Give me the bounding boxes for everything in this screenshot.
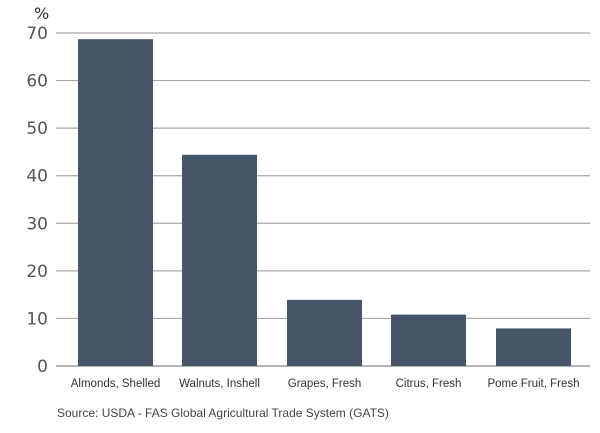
y-axis-unit-label: %	[34, 4, 49, 23]
y-tick-label: 70	[26, 24, 48, 44]
x-category-label: Walnuts, Inshell	[179, 378, 260, 390]
bar	[287, 299, 362, 366]
bar	[391, 314, 466, 366]
bar	[182, 154, 257, 366]
x-category-label: Citrus, Fresh	[396, 378, 462, 390]
y-tick-label: 50	[26, 119, 48, 139]
y-tick-label: 0	[37, 357, 48, 377]
x-category-label: Pome Fruit, Fresh	[487, 378, 579, 390]
bar	[78, 39, 153, 366]
bar	[496, 328, 571, 366]
y-tick-label: 40	[26, 167, 48, 187]
y-tick-label: 10	[26, 309, 48, 329]
y-tick-label: 60	[26, 72, 48, 92]
x-category-label: Grapes, Fresh	[288, 378, 362, 390]
x-category-label: Almonds, Shelled	[71, 378, 161, 390]
y-tick-label: 20	[26, 262, 48, 282]
source-note: Source: USDA - FAS Global Agricultural T…	[57, 406, 389, 420]
y-tick-label: 30	[26, 214, 48, 234]
